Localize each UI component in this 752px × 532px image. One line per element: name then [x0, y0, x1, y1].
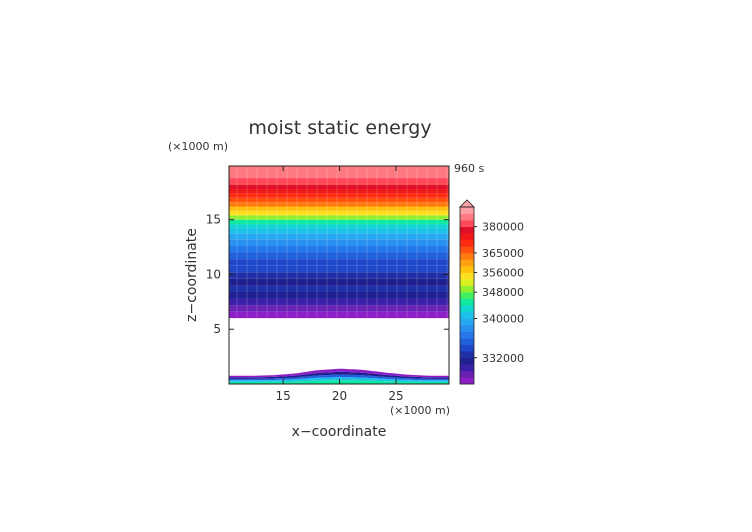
colorbar-label: 356000 — [482, 267, 524, 280]
colorbar-label: 365000 — [482, 247, 524, 260]
surface-band-3 — [229, 371, 449, 379]
y-axis-label: z−coordinate — [184, 228, 200, 322]
y-axis: 5 10 15 — [206, 213, 449, 336]
colorbar-swatch — [460, 338, 474, 345]
colorbar-swatch — [460, 266, 474, 273]
y-tick-label: 5 — [213, 322, 221, 336]
contour-band-25 — [229, 166, 449, 179]
colorbar-label: 380000 — [482, 221, 524, 234]
contour-band-24 — [229, 178, 449, 185]
x-tick-label: 25 — [388, 389, 403, 403]
colorbar-swatch — [460, 298, 474, 306]
colorbar-swatch — [460, 220, 474, 227]
contour-band-16 — [229, 215, 449, 220]
empty-layer — [229, 318, 449, 377]
colorbar-swatch — [460, 239, 474, 247]
y-tick-label: 10 — [206, 267, 221, 281]
colorbar-swatch — [460, 364, 474, 372]
colorbar-frame — [459, 206, 475, 385]
surface-layer — [229, 368, 449, 384]
contour-band-8 — [229, 259, 449, 266]
time-label: 960 s — [454, 162, 484, 175]
plot-area — [229, 166, 449, 377]
colorbar-swatch — [460, 331, 474, 339]
contour-band-21 — [229, 193, 449, 198]
contour-band-7 — [229, 265, 449, 273]
contour-band-9 — [229, 252, 449, 260]
y-tick-label: 15 — [206, 213, 221, 227]
y-unit-label: (×1000 m) — [168, 140, 228, 153]
colorbar-swatch — [460, 351, 474, 359]
contour-band-10 — [229, 245, 449, 253]
contour-band-11 — [229, 239, 449, 246]
contour-band-5 — [229, 278, 449, 286]
surface-band-1 — [229, 377, 449, 382]
colorbar-swatch — [460, 252, 474, 260]
plot-frame — [228, 165, 450, 385]
contour-band-2 — [229, 298, 449, 306]
contour-band-3 — [229, 291, 449, 299]
colorbar-swatch — [460, 233, 474, 241]
colorbar-swatch — [460, 246, 474, 254]
contour-band-15 — [229, 219, 449, 225]
surface-band-2 — [229, 374, 449, 381]
contour-band-17 — [229, 210, 449, 216]
colorbar-swatch — [460, 318, 474, 326]
x-tick-label: 15 — [276, 389, 291, 403]
colorbar-swatch — [460, 259, 474, 267]
contour-band-14 — [229, 224, 449, 229]
contour-band-23 — [229, 184, 449, 190]
chart-title: moist static energy — [248, 117, 431, 139]
contour-band-0 — [229, 311, 449, 319]
colorbar-swatch — [460, 207, 474, 214]
contour-band-22 — [229, 189, 449, 194]
colorbar-overflow-triangle — [459, 199, 475, 208]
x-tick-label: 20 — [332, 389, 347, 403]
surface-band-4 — [229, 368, 449, 378]
contour-band-12 — [229, 233, 449, 240]
colorbar-swatch — [460, 226, 474, 234]
colorbar-swatch — [460, 357, 474, 365]
contour-band-13 — [229, 228, 449, 234]
colorbar-swatch — [460, 325, 474, 332]
contour-band-6 — [229, 272, 449, 279]
colorbar: 380000 365000 356000 348000 340000 332000 — [459, 199, 524, 385]
colorbar-swatch — [460, 272, 474, 280]
x-axis-label: x−coordinate — [292, 424, 387, 440]
x-axis: 15 20 25 — [276, 166, 404, 403]
contour-band-20 — [229, 197, 449, 203]
colorbar-swatch — [460, 213, 474, 221]
colorbar-swatch — [460, 370, 474, 378]
colorbar-swatch — [460, 292, 474, 300]
x-unit-label: (×1000 m) — [390, 404, 450, 417]
colorbar-swatch — [460, 344, 474, 352]
surface-band-0 — [229, 380, 449, 384]
contour-band-18 — [229, 206, 449, 211]
colorbar-label: 332000 — [482, 352, 524, 365]
colorbar-swatch — [460, 305, 474, 313]
colorbar-swatch — [460, 377, 474, 385]
contour-band-19 — [229, 202, 449, 207]
colorbar-swatch — [460, 279, 474, 286]
colorbar-label: 340000 — [482, 312, 524, 325]
colorbar-swatch — [460, 311, 474, 319]
colorbar-swatch — [460, 285, 474, 293]
colorbar-label: 348000 — [482, 286, 524, 299]
contour-band-4 — [229, 285, 449, 292]
contour-band-1 — [229, 305, 449, 312]
